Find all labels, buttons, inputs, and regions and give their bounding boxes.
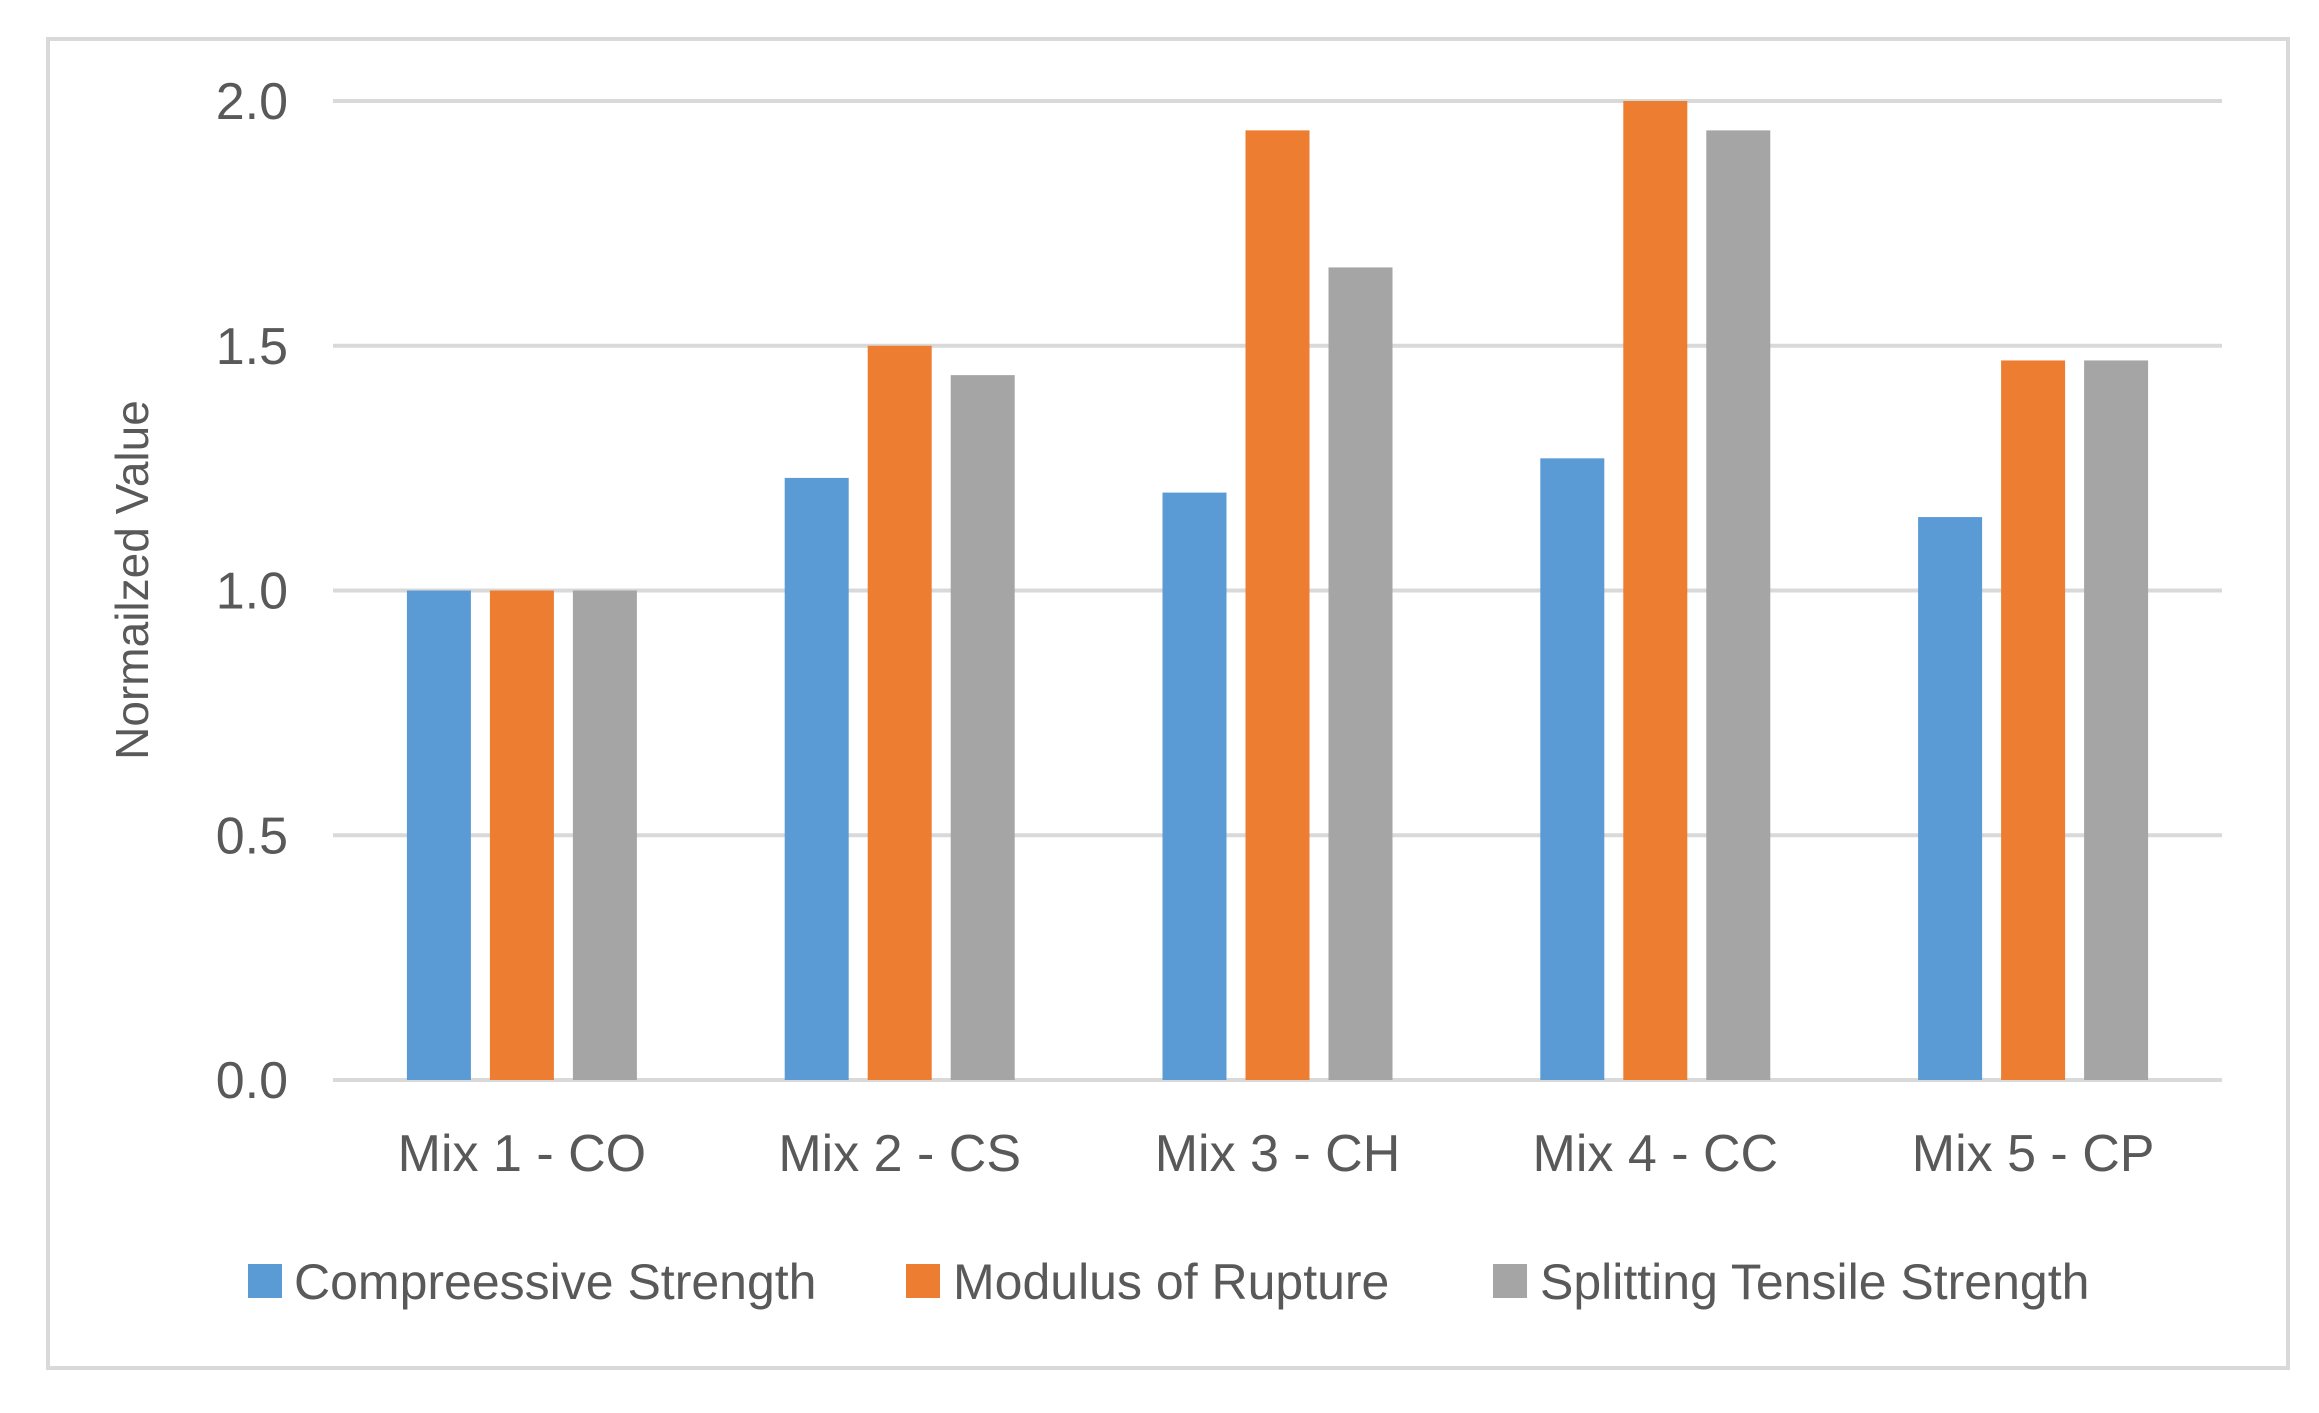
x-tick-label: Mix 3 - CH [1155, 1125, 1401, 1183]
compressive-strength-bar [1918, 517, 1983, 1080]
modulus-of-rupture-bar [1245, 130, 1310, 1080]
x-tick-label: Mix 1 - CO [398, 1125, 646, 1183]
legend-swatch [906, 1264, 940, 1298]
legend-label: Compreessive Strength [294, 1254, 816, 1310]
compressive-strength-bar [406, 590, 471, 1080]
x-tick-label: Mix 2 - CS [778, 1125, 1021, 1183]
x-tick-label: Mix 4 - CC [1533, 1125, 1779, 1183]
modulus-of-rupture-bar [867, 345, 932, 1080]
bars [406, 101, 2149, 1081]
x-axis-ticks: Mix 1 - CO Mix 2 - CS Mix 3 - CH Mix 4 - CC… [398, 1125, 2155, 1183]
modulus-of-rupture-bar [489, 590, 554, 1080]
legend-compressive-strength: Compreessive Strength [248, 1254, 816, 1310]
y-axis-ticks: 0.0 0.5 1.0 1.5 2.0 [216, 73, 288, 1110]
compressive-strength-bar [1540, 458, 1605, 1081]
compressive-strength-bar [1162, 492, 1227, 1081]
x-tick-label: Mix 5 - CP [1912, 1125, 2155, 1183]
splitting-tensile-strength-bar [950, 375, 1015, 1080]
legend-swatch [1493, 1264, 1527, 1298]
legend-label: Splitting Tensile Strength [1540, 1254, 2089, 1310]
y-tick-label: 1.0 [216, 563, 288, 621]
legend-splitting-tensile-strength: Splitting Tensile Strength [1493, 1254, 2089, 1310]
y-axis-title: Normailzed Value [106, 400, 158, 760]
legend-label: Modulus of Rupture [953, 1254, 1389, 1310]
y-tick-label: 2.0 [216, 73, 288, 131]
splitting-tensile-strength-bar [2084, 360, 2149, 1080]
compressive-strength-bar [784, 477, 849, 1080]
modulus-of-rupture-bar [1623, 101, 1688, 1080]
modulus-of-rupture-bar [2001, 360, 2066, 1080]
y-tick-label: 0.0 [216, 1052, 288, 1110]
splitting-tensile-strength-bar [572, 590, 637, 1080]
splitting-tensile-strength-bar [1706, 130, 1771, 1080]
y-tick-label: 0.5 [216, 807, 288, 865]
legend-swatch [248, 1264, 282, 1298]
y-tick-label: 1.5 [216, 318, 288, 376]
legend: Compreessive Strength Modulus of Rupture S… [248, 1254, 2089, 1310]
legend-modulus-of-rupture: Modulus of Rupture [906, 1254, 1389, 1310]
splitting-tensile-strength-bar [1328, 267, 1393, 1080]
